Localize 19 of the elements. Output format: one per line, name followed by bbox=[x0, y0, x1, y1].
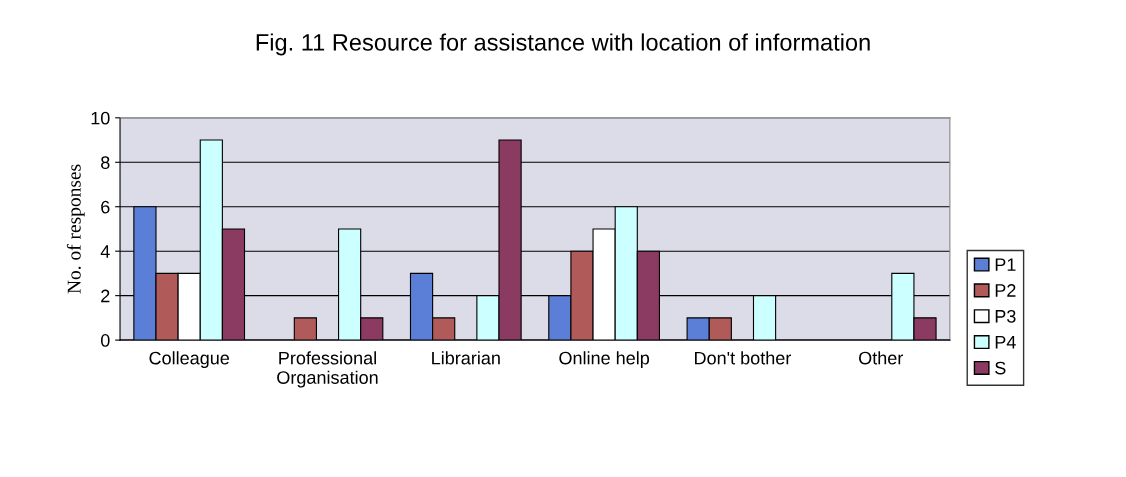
y-tick-label: 2 bbox=[101, 289, 110, 303]
y-tick-label: 10 bbox=[91, 111, 110, 125]
chart-title: Fig. 11 Resource for assistance with location of information bbox=[256, 33, 870, 56]
legend-label: S bbox=[995, 361, 1006, 375]
y-tick-label: 0 bbox=[100, 334, 110, 347]
y-tick-label: 4 bbox=[100, 245, 110, 258]
x-tick-label: Don't bother bbox=[695, 351, 792, 365]
x-tick-label: Online help bbox=[559, 351, 650, 369]
x-tick-label: Librarian bbox=[432, 351, 500, 365]
x-tick-label: Other bbox=[859, 351, 904, 365]
y-tick-label: 8 bbox=[101, 156, 110, 169]
legend-label: P3 bbox=[995, 309, 1016, 323]
legend-label: P2 bbox=[995, 284, 1016, 297]
legend-label: P4 bbox=[995, 335, 1016, 349]
x-tick-label: Professional Organisation bbox=[277, 351, 378, 388]
legend-label: P1 bbox=[995, 258, 1016, 271]
x-tick-label: Colleague bbox=[149, 351, 230, 369]
y-axis-title: No. of responses bbox=[66, 164, 85, 294]
y-tick-label: 6 bbox=[101, 200, 110, 214]
